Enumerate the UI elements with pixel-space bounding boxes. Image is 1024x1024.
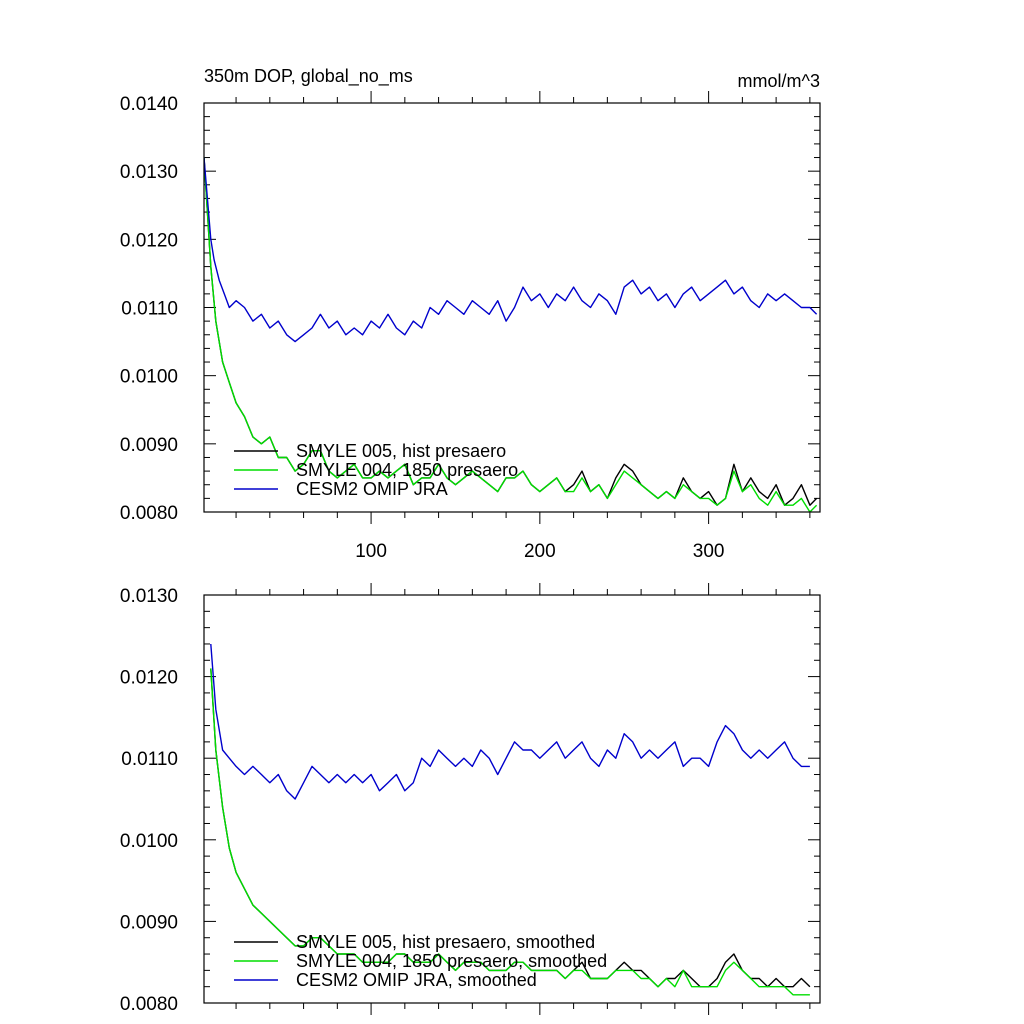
y-tick-label: 0.0110 [121, 299, 178, 320]
y-tick-label: 0.0130 [120, 586, 178, 607]
y-tick-label: 0.0120 [120, 230, 178, 251]
legend-label-1: SMYLE 004, 1850 presaero, smoothed [296, 951, 607, 971]
series-line-2 [210, 643, 810, 800]
plot-frame [203, 102, 821, 513]
series-line-1 [210, 668, 810, 996]
series-line-2 [204, 157, 818, 343]
units-label: mmol/m^3 [738, 71, 820, 91]
legend-label-2: CESM2 OMIP JRA, smoothed [296, 970, 537, 990]
y-tick-label: 0.0080 [120, 994, 178, 1015]
y-tick-label: 0.0120 [120, 668, 178, 689]
y-tick-label: 0.0080 [120, 503, 178, 524]
x-tick-label: 200 [524, 541, 556, 562]
series-line-1 [204, 157, 818, 512]
legend-label-2: CESM2 OMIP JRA [296, 479, 448, 499]
y-tick-label: 0.0100 [120, 367, 178, 388]
legend-label-1: SMYLE 004, 1850 presaero [296, 460, 518, 480]
x-tick-label: 300 [693, 541, 725, 562]
panel-bottom: 0.0080 0.0090 0.0100 0.0110 0.0120 0.0130 SMYL… [120, 583, 821, 1015]
chart-title: 350m DOP, global_no_ms [204, 66, 413, 87]
y-tick-label: 0.0140 [120, 94, 178, 115]
x-tick-label: 100 [355, 541, 387, 562]
y-tick-label: 0.0130 [120, 162, 178, 183]
y-tick-label: 0.0090 [120, 435, 178, 456]
legend-label-0: SMYLE 005, hist presaero [296, 441, 506, 461]
y-tick-label: 0.0110 [121, 749, 178, 770]
legend-label-0: SMYLE 005, hist presaero, smoothed [296, 932, 595, 952]
y-tick-label: 0.0090 [120, 912, 178, 933]
panel-top: 350m DOP, global_no_ms mmol/m^3 0.0080 0.… [120, 66, 821, 562]
y-tick-label: 0.0100 [120, 831, 178, 852]
plot-frame [203, 594, 821, 1004]
